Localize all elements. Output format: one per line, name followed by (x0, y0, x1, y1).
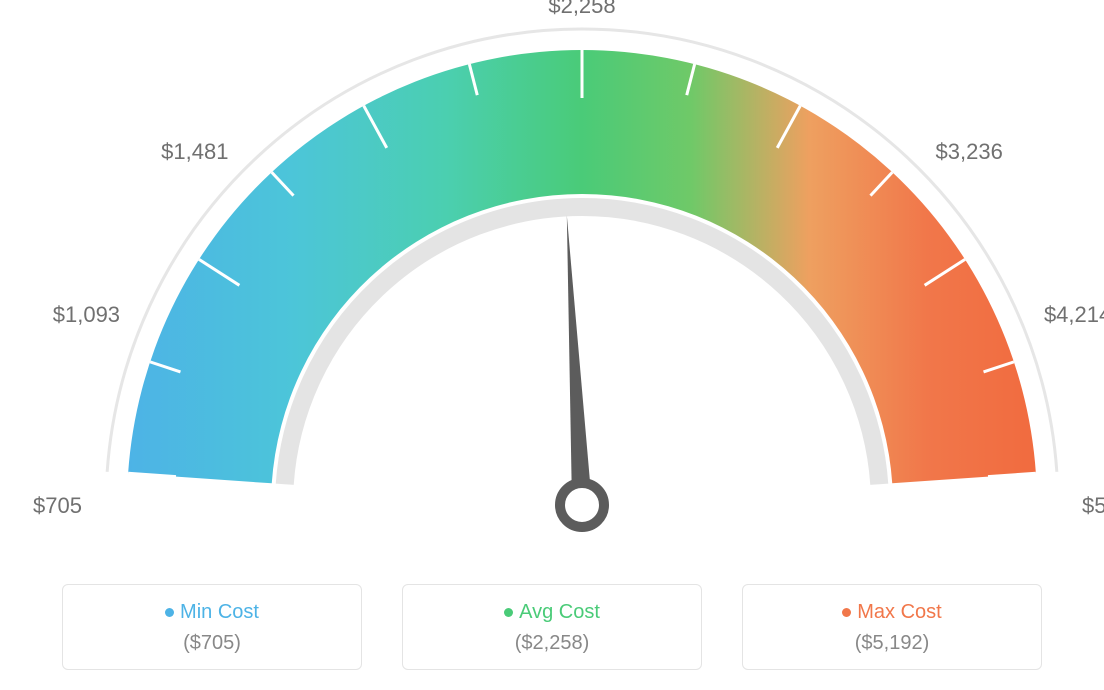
legend-min-box: Min Cost ($705) (62, 584, 362, 670)
legend-max-title-text: Max Cost (857, 601, 941, 623)
gauge-svg (30, 20, 1074, 580)
legend-avg-title: Avg Cost (403, 601, 701, 624)
legend-row: Min Cost ($705) Avg Cost ($2,258) Max Co… (30, 584, 1074, 670)
legend-avg-box: Avg Cost ($2,258) (402, 584, 702, 670)
legend-avg-value: ($2,258) (403, 632, 701, 655)
gauge-tick-label: $2,258 (547, 0, 617, 19)
legend-max-title: Max Cost (743, 601, 1041, 624)
legend-max-dot (842, 608, 851, 617)
gauge-tick-label: $4,214 (1044, 302, 1104, 328)
gauge-tick-label: $1,093 (50, 302, 120, 328)
legend-min-dot (165, 608, 174, 617)
gauge-chart: $705$1,093$1,481$2,258$3,236$4,214$5,192 (30, 20, 1074, 580)
legend-max-box: Max Cost ($5,192) (742, 584, 1042, 670)
gauge-tick-label: $3,236 (936, 139, 1003, 165)
gauge-needle (567, 215, 592, 505)
gauge-tick-label: $705 (12, 493, 82, 519)
legend-avg-title-text: Avg Cost (519, 601, 600, 623)
legend-min-title: Min Cost (63, 601, 361, 624)
legend-min-title-text: Min Cost (180, 601, 259, 623)
gauge-needle-hub (560, 483, 604, 527)
gauge-tick-label: $1,481 (158, 139, 228, 165)
gauge-tick-label: $5,192 (1082, 493, 1104, 519)
legend-max-value: ($5,192) (743, 632, 1041, 655)
legend-avg-dot (504, 608, 513, 617)
legend-min-value: ($705) (63, 632, 361, 655)
